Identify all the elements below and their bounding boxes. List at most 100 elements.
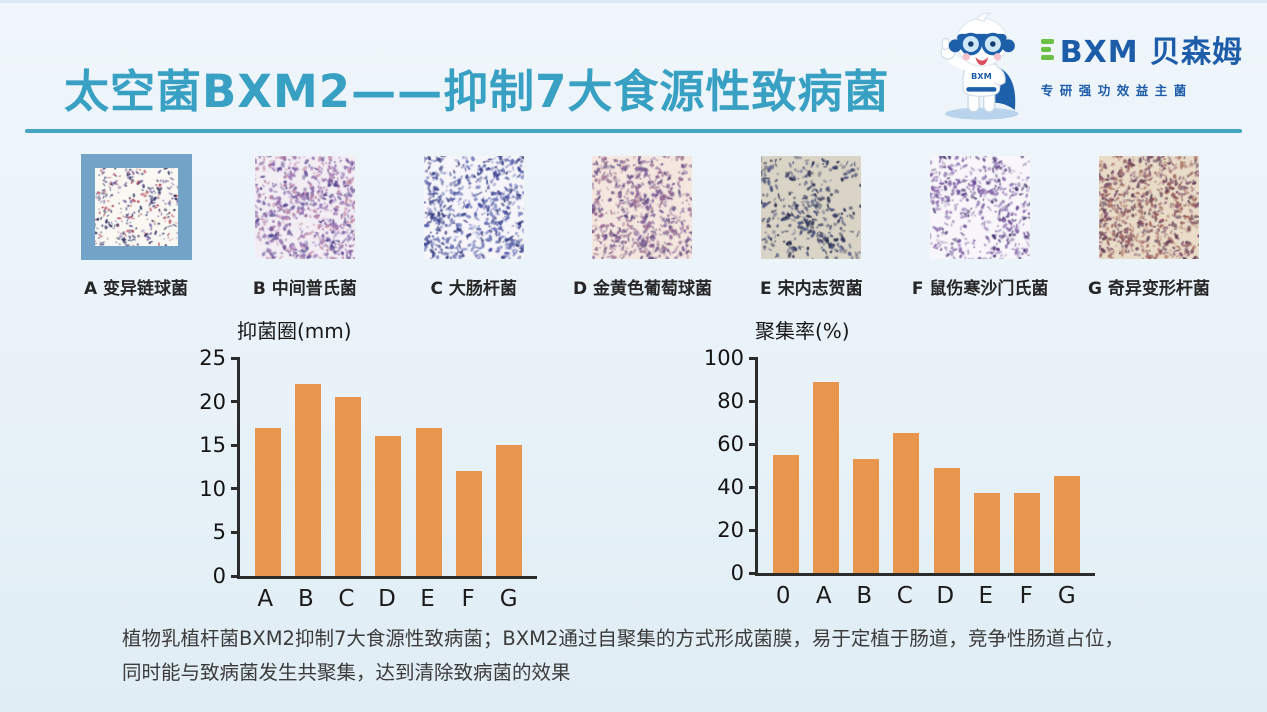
micrograph-box [930,153,1031,261]
micrograph-box [1098,153,1199,261]
logo-green-bars-icon [1040,38,1054,60]
specimen-label: E 宋内志贺菌 [760,279,863,299]
x-tick-label-B: B [856,583,873,609]
bar-F [455,471,482,576]
page-title: 太空菌BXM2——抑制7大食源性致病菌 [64,65,890,118]
y-tick-label: 100 [703,346,744,370]
micrograph-box [423,153,524,261]
bar-B [295,384,322,576]
bar-E [973,493,1000,573]
brand-tagline: 专研强功效益主菌 [1040,83,1193,98]
micrograph-highlighted [80,154,192,260]
specimen-label: A 变异链球菌 [83,279,189,299]
x-tick-label-A: A [257,586,274,612]
brand-name: BXM 贝森姆 [1059,35,1243,70]
y-tick-label: 40 [717,475,744,499]
title-underline [25,129,1242,133]
brand-logo: BXM BXM 贝森姆 专研强功效益主菌 [925,11,1243,121]
specimen-a: A 变异链球菌 [56,153,216,299]
y-tick-label: 80 [717,389,744,413]
specimen-g: G 奇异变形杆菌 [1069,153,1229,299]
y-tick-mark [231,530,240,534]
logo-text: BXM 贝森姆 专研强功效益主菌 [1040,27,1243,105]
x-tick-label-D: D [936,583,955,609]
bar-B [853,459,880,573]
footer-line-1: 植物乳植杆菌BXM2抑制7大食源性致病菌；BXM2通过自聚集的方式形成菌膜，易于… [122,627,1124,650]
y-tick-mark [749,571,758,575]
chart-plot-area: 0 5 10 15 20 25 [199,346,537,588]
bar-D [375,436,402,576]
specimen-e: E 宋内志贺菌 [731,153,891,299]
micrograph [1098,155,1199,259]
bar-A [255,427,282,576]
bars-container [240,358,537,576]
specimen-label: C 大肠杆菌 [430,279,517,299]
x-tick-label-E: E [978,583,994,609]
micrograph-image [423,155,524,259]
micrograph-box [592,153,693,261]
specimen-d: D 金黄色葡萄球菌 [562,153,722,299]
y-tick-mark [749,485,758,489]
bars-container [758,358,1095,573]
specimen-b: B 中间普氏菌 [225,153,385,299]
bar-G [1053,476,1080,573]
micrograph-image [94,168,178,246]
micrograph [930,155,1031,259]
y-tick-label: 10 [199,476,226,501]
x-tick-label-C: C [338,586,355,612]
specimen-c: C 大肠杆菌 [394,153,554,299]
bar-0 [773,454,800,573]
micrograph-image [592,155,693,259]
x-tick-label-C: C [896,583,913,609]
bar-G [495,445,522,576]
x-tick-label-F: F [461,586,475,612]
x-tick-label-A: A [815,583,832,609]
micrograph-box [254,153,355,261]
micrograph-box [761,153,862,261]
y-tick-label: 0 [212,564,226,588]
chart-plot-area: 0 20 40 60 80 100 [704,346,1095,585]
chart-title: 聚集率(%) [755,319,850,343]
y-tick-mark [231,400,240,404]
micrograph-image [761,155,862,259]
micrograph-box [80,153,192,261]
y-tick-label: 15 [199,433,226,458]
y-tick-label: 20 [199,389,226,414]
y-tick-label: 5 [212,520,226,545]
x-tick-label-F: F [1019,583,1033,609]
micrograph-image [1098,155,1199,259]
y-tick-label: 60 [717,432,744,456]
x-tick-label-D: D [378,586,396,612]
y-tick-mark [231,356,240,360]
footer-line-2: 同时能与致病菌发生共聚集，达到清除致病菌的效果 [122,661,571,684]
x-tick-label-G: G [1057,583,1076,609]
y-tick-label: 0 [730,561,744,585]
micrograph [254,155,355,259]
x-tick-label-0: 0 [775,583,791,609]
x-tick-label-G: G [499,586,518,612]
specimen-f: F 鼠伤寒沙门氏菌 [900,153,1060,299]
y-tick-mark [231,443,240,447]
x-tick-label-E: E [420,586,435,612]
mascot-icon: BXM [940,12,1019,120]
footer-text: 植物乳植杆菌BXM2抑制7大食源性致病菌；BXM2通过自聚集的方式形成菌膜，易于… [122,622,1182,690]
y-tick-mark [231,574,240,578]
y-tick-label: 25 [199,346,226,370]
svg-text:BXM: BXM [971,71,992,81]
x-tick-label-B: B [297,586,314,612]
bar-D [933,467,960,573]
bar-C [335,397,362,576]
y-tick-mark [749,356,758,360]
y-tick-mark [231,487,240,491]
chart-title: 抑菌圈(mm) [237,319,352,343]
micrograph [423,155,524,259]
specimen-label: G 奇异变形杆菌 [1088,279,1210,299]
specimen-label: B 中间普氏菌 [252,279,357,299]
micrograph [761,155,862,259]
y-tick-mark [749,528,758,532]
y-tick-label: 20 [717,518,744,542]
